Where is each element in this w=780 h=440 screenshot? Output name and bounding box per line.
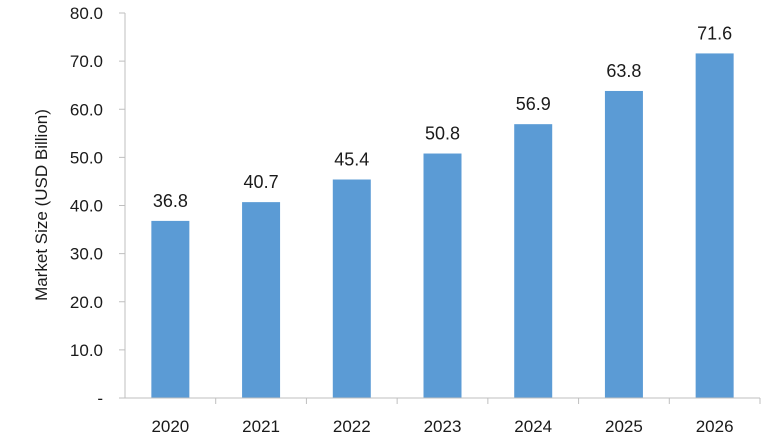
- x-tick-label: 2025: [605, 417, 643, 436]
- y-axis-title: Market Size (USD Billion): [32, 109, 51, 301]
- y-tick-label: 30.0: [70, 245, 103, 264]
- x-tick-label: 2020: [151, 417, 189, 436]
- bar: [514, 124, 553, 398]
- y-tick-label: 20.0: [70, 293, 103, 312]
- bar: [423, 153, 462, 398]
- data-labels: 36.8 40.7 45.4 50.8 56.9 63.8 71.6: [153, 23, 732, 210]
- y-axis-ticks: - 10.0 20.0 30.0 40.0 50.0 60.0 70.0 80.0: [70, 4, 125, 408]
- x-tick-label: 2024: [514, 417, 552, 436]
- bar: [695, 53, 734, 399]
- bars: [151, 53, 734, 399]
- y-tick-label: 60.0: [70, 100, 103, 119]
- data-label: 40.7: [244, 172, 279, 192]
- y-tick-label: 40.0: [70, 197, 103, 216]
- data-label: 36.8: [153, 191, 188, 211]
- x-tick-label: 2022: [333, 417, 371, 436]
- bar: [604, 90, 643, 399]
- y-tick-label: -: [97, 389, 103, 408]
- data-label: 45.4: [334, 150, 369, 170]
- x-tick-label: 2026: [696, 417, 734, 436]
- y-tick-label: 10.0: [70, 341, 103, 360]
- data-label: 63.8: [606, 61, 641, 81]
- y-tick-label: 50.0: [70, 148, 103, 167]
- data-label: 56.9: [516, 94, 551, 114]
- y-tick-label: 70.0: [70, 52, 103, 71]
- bar: [151, 220, 190, 398]
- x-axis-ticks: 2020 2021 2022 2023 2024 2025 2026: [151, 398, 761, 436]
- bar: [242, 202, 281, 398]
- x-tick-label: 2023: [424, 417, 462, 436]
- bar: [332, 179, 371, 398]
- data-label: 71.6: [697, 23, 732, 43]
- data-label: 50.8: [425, 124, 460, 144]
- y-tick-label: 80.0: [70, 4, 103, 23]
- x-tick-label: 2021: [242, 417, 280, 436]
